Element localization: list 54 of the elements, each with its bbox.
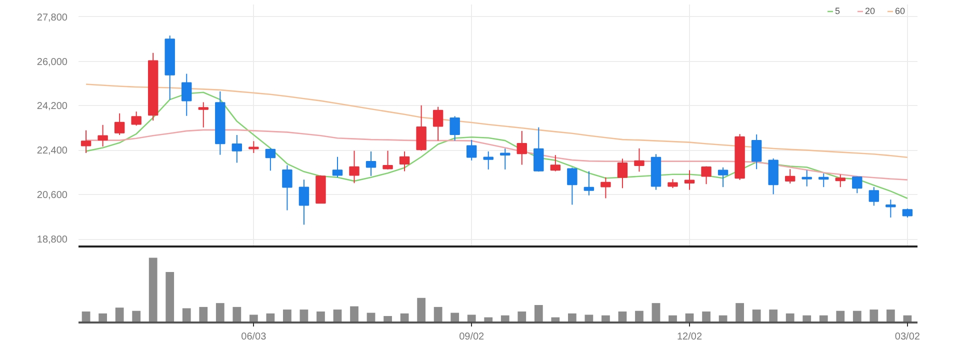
candlestick [80, 130, 92, 154]
candlestick [483, 150, 494, 170]
candlestick [432, 106, 444, 142]
candlestick [332, 156, 343, 178]
candlestick [684, 170, 695, 190]
candlestick [818, 172, 829, 188]
y-tick-label: 24,200 [36, 101, 68, 112]
x-tick-label: 12/02 [677, 332, 702, 342]
candlestick [416, 104, 426, 152]
y-tick-label: 27,800 [36, 12, 68, 24]
candlestick [718, 166, 728, 188]
candlestick [550, 154, 561, 172]
candlestick [282, 164, 292, 211]
candlestick [265, 148, 276, 172]
candlestick [516, 130, 527, 166]
candlestick [98, 124, 108, 148]
candlestick [802, 170, 812, 187]
candlestick [534, 126, 544, 172]
candlestick [399, 150, 410, 172]
candlestick [298, 179, 310, 226]
legend-label: 60 [895, 6, 906, 16]
candlestick [567, 167, 578, 206]
candlestick [751, 134, 762, 170]
candlestick [852, 176, 862, 194]
x-tick-label: 06/03 [241, 332, 267, 342]
candlestick [248, 140, 259, 154]
legend-label: 20 [865, 6, 876, 16]
x-tick-label: 09/02 [459, 332, 485, 342]
candlestick [600, 176, 611, 199]
y-tick-label: 20,600 [36, 190, 68, 202]
y-tick-label: 26,000 [36, 56, 68, 68]
y-tick-label: 18,800 [36, 234, 68, 246]
candlestick [450, 116, 460, 142]
candlestick [382, 150, 393, 170]
candlestick [886, 199, 896, 218]
legend-label: 5 [835, 6, 842, 16]
candlestick [232, 134, 242, 164]
candlestick [131, 111, 142, 126]
candlestick [634, 148, 644, 172]
candlestick [349, 150, 360, 184]
candlestick [500, 148, 510, 170]
candlestick [868, 186, 880, 206]
candlestick [584, 170, 594, 196]
candlestick [198, 102, 208, 128]
candlestick [835, 174, 846, 188]
y-tick-label: 22,400 [36, 146, 68, 157]
candlestick [466, 139, 477, 161]
candlestick [182, 73, 192, 116]
x-tick-label: 03/02 [894, 332, 920, 342]
candlestick [784, 168, 796, 184]
candlestick [114, 112, 125, 136]
candlestick [366, 150, 376, 176]
candlestick [701, 166, 712, 185]
candlestick [617, 158, 628, 189]
